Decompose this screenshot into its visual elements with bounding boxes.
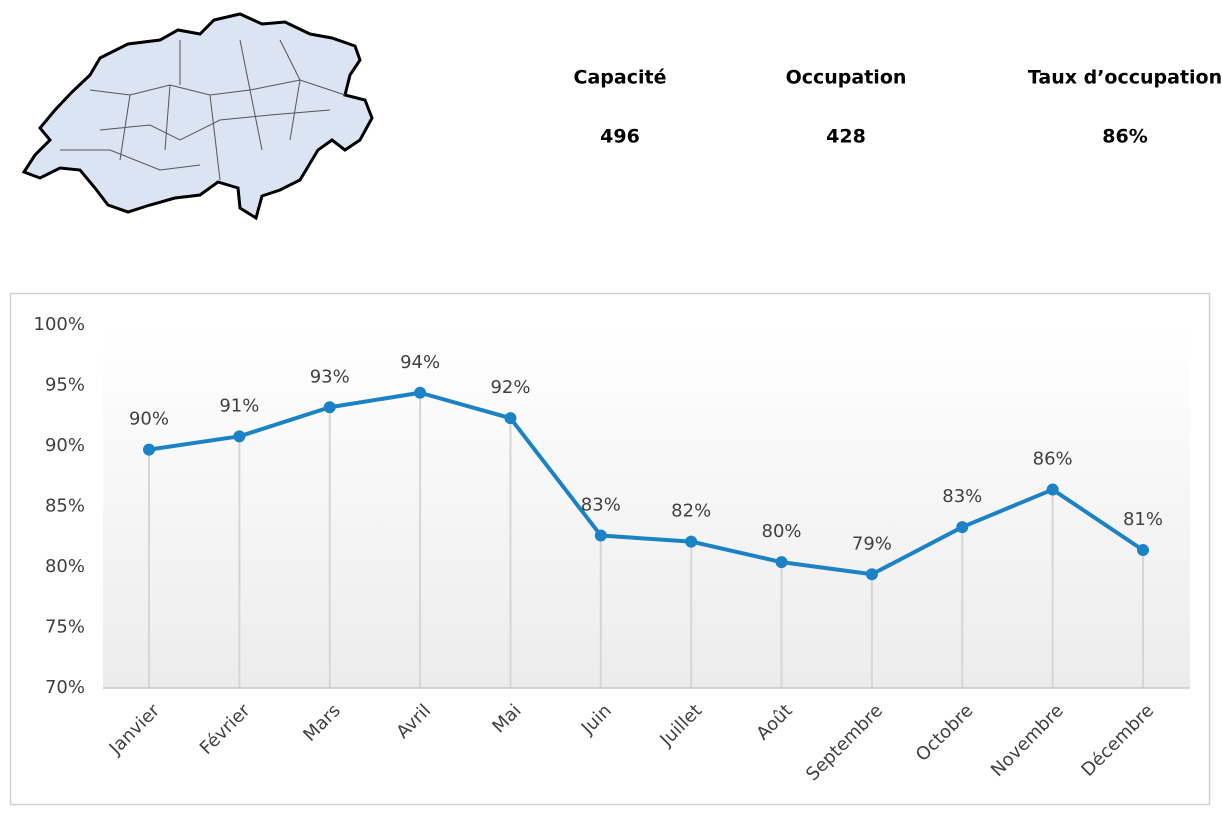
- map-borders: [60, 39, 346, 181]
- value-label: 94%: [400, 352, 440, 373]
- value-label: 90%: [129, 409, 169, 430]
- plot-area: [103, 325, 1190, 688]
- map-outline: [21, 12, 374, 221]
- y-tick-label: 95%: [45, 375, 85, 396]
- point: [1137, 544, 1149, 557]
- series-line: [148, 390, 1145, 577]
- kpi-value: 496: [600, 126, 640, 148]
- y-tick-label: 90%: [45, 435, 85, 456]
- y-tick-label: 75%: [45, 617, 85, 638]
- value-label: 92%: [490, 377, 530, 398]
- y-tick-label: 100%: [34, 314, 85, 335]
- y-tick-label: 70%: [45, 677, 85, 698]
- value-label: 91%: [219, 395, 259, 416]
- swiss-map: [21, 12, 374, 221]
- point: [323, 401, 336, 414]
- point: [233, 430, 246, 443]
- point: [594, 529, 607, 542]
- value-label: 83%: [581, 495, 621, 516]
- point: [685, 535, 698, 548]
- point: [865, 568, 878, 581]
- value-label: 80%: [762, 521, 802, 542]
- kpi-label: Taux d’occupation: [1028, 67, 1222, 89]
- y-tick-label: 80%: [45, 556, 85, 577]
- point: [956, 521, 969, 534]
- value-label: 83%: [942, 486, 982, 507]
- point: [775, 556, 788, 569]
- value-label: 81%: [1123, 509, 1163, 530]
- point: [504, 412, 517, 425]
- kpi-value: 428: [826, 126, 866, 148]
- value-label: 82%: [671, 501, 711, 522]
- kpi-label: Capacité: [574, 67, 667, 89]
- point: [1046, 483, 1059, 496]
- value-label: 86%: [1033, 449, 1073, 470]
- kpi-label: Occupation: [786, 67, 907, 89]
- y-tick-label: 85%: [45, 496, 85, 517]
- kpi-value: 86%: [1102, 126, 1147, 148]
- point: [143, 443, 155, 456]
- point: [414, 386, 427, 399]
- value-label: 93%: [310, 366, 350, 387]
- value-label: 79%: [852, 533, 892, 554]
